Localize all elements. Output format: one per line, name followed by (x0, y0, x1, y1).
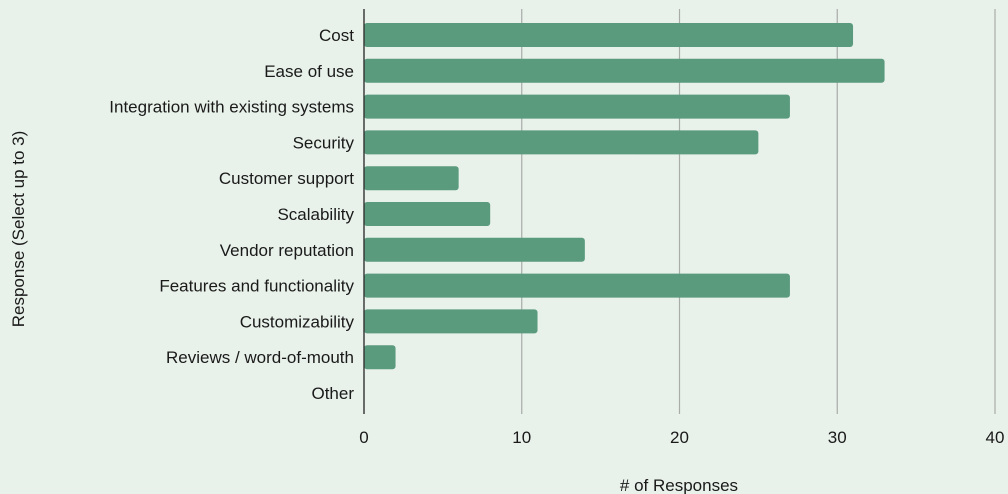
category-label: Other (311, 384, 354, 403)
category-label: Customizability (240, 312, 355, 331)
category-label: Ease of use (264, 62, 354, 81)
x-tick-label: 30 (828, 428, 847, 447)
category-label: Cost (319, 26, 354, 45)
category-label: Scalability (277, 205, 354, 224)
x-tick-label: 20 (670, 428, 689, 447)
category-label: Integration with existing systems (109, 98, 354, 117)
tick-labels: 0 10 20 30 40 (359, 428, 1004, 447)
x-tick-label: 40 (986, 428, 1005, 447)
x-axis-title: # of Responses (620, 476, 738, 494)
category-label: Customer support (219, 169, 354, 188)
bar (364, 273, 790, 298)
bar (364, 58, 885, 83)
bar (364, 309, 538, 334)
category-label: Security (293, 133, 355, 152)
bar (364, 166, 459, 191)
bars (364, 23, 885, 370)
bar (364, 345, 396, 370)
bar (364, 130, 759, 155)
category-labels: Cost Ease of use Integration with existing… (109, 26, 354, 403)
bar (364, 202, 491, 226)
x-tick-label: 10 (512, 428, 531, 447)
y-axis-title: Response (Select up to 3) (9, 131, 28, 328)
bar (364, 237, 585, 262)
category-label: Vendor reputation (220, 241, 354, 260)
bar (364, 94, 790, 119)
bar (364, 23, 854, 47)
category-label: Reviews / word-of-mouth (166, 348, 354, 367)
x-tick-label: 0 (359, 428, 368, 447)
category-label: Features and functionality (159, 277, 354, 296)
